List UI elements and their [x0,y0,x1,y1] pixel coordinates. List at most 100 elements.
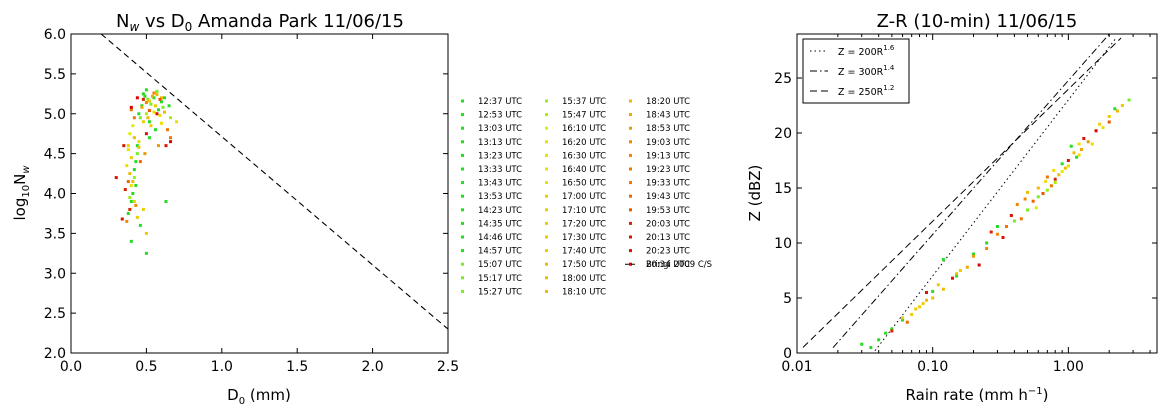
legend-marker [629,99,632,103]
data-point [989,230,993,234]
x-tick-label: 0.0 [60,359,82,375]
data-point [155,89,159,93]
data-point [901,318,905,322]
data-point [134,184,138,188]
legend-label: 20:03 UTC [646,219,690,229]
data-point [150,94,154,98]
z-r-relation-line [802,37,1122,348]
data-point [141,97,145,101]
data-point [140,104,144,108]
data-point [164,144,168,148]
data-point [152,96,156,100]
data-point [128,132,132,136]
legend-marker [461,167,464,171]
data-point [169,140,173,144]
data-point [134,203,138,207]
legend-marker [545,126,548,130]
y-tick-label: 20 [774,126,792,142]
data-point [147,109,151,113]
data-point [951,276,955,280]
y-tick-label: 15 [774,181,792,197]
legend-marker [545,208,548,212]
legend-label: 13:03 UTC [478,124,522,134]
z-r-x-axis-label: Rain rate (mm h−1) [906,386,1049,404]
data-point [144,231,148,235]
data-point [149,102,153,106]
data-point [1053,177,1057,181]
legend-marker [461,140,464,144]
data-point [941,258,945,261]
data-point [152,91,156,95]
data-point [1077,142,1081,146]
data-point [138,160,142,164]
data-point [921,302,925,305]
legend-label: 13:13 UTC [478,138,522,148]
legend-label: 20:23 UTC [646,247,690,257]
bringi-line [100,33,449,330]
data-point [972,254,976,258]
y-tick-label: 4.5 [44,147,66,163]
x-tick-label: 2.0 [361,359,383,375]
nw-d0-y-axis-label: log10Nw [11,165,32,221]
time-legend: 12:37 UTC 12:53 UTC 13:03 UTC 13:13 UTC 13:2… [461,97,712,297]
data-point [931,289,935,293]
data-point [869,346,873,349]
data-point [1041,192,1045,195]
data-point [1101,126,1105,129]
legend-label: 12:53 UTC [478,111,522,121]
data-point [146,116,150,120]
y-tick-label: 5.5 [44,67,66,83]
z-r-legend: Z = 200R1.6 Z = 300R1.4 Z = 250R1.2 [802,38,910,104]
data-point [156,144,160,148]
data-point [129,199,133,203]
data-point [1060,170,1064,173]
data-point [135,144,139,148]
legend-marker [629,208,632,212]
data-point [125,219,129,223]
legend-label: 16:50 UTC [562,179,606,189]
legend-marker [629,140,632,144]
legend-marker [629,194,632,198]
data-point [972,252,976,256]
data-point [1005,225,1009,228]
data-point [147,120,151,124]
data-point [1098,122,1102,126]
y-tick-label: 2.5 [44,306,66,322]
data-point [143,94,147,98]
y-tick-label: 4.0 [44,187,66,203]
data-point [159,96,163,100]
legend-label: 15:07 UTC [478,260,522,270]
z-r-relation-line [874,39,1116,352]
data-point [931,296,935,300]
data-point [169,136,173,140]
legend-marker [545,181,548,185]
data-point [985,241,989,245]
data-point [140,105,144,109]
data-point [138,223,142,227]
legend-label: 17:40 UTC [562,247,606,257]
data-point [890,327,894,331]
data-point [965,265,969,269]
data-point [890,329,894,333]
nw-d0-points [114,88,179,255]
data-point [1066,159,1070,162]
data-point [129,156,133,160]
x-tick-label: 0.5 [135,359,157,375]
legend-label: 14:35 UTC [478,219,522,229]
x-tick-label: 0.01 [781,359,812,375]
data-point [147,136,151,140]
data-point [1019,217,1023,221]
z-r-relation-lines [802,34,1122,352]
legend-marker [461,194,464,198]
legend-label: 18:20 UTC [646,97,690,107]
legend-label: 19:33 UTC [646,179,690,189]
legend-label: 17:10 UTC [562,206,606,216]
y-tick-label: 5.0 [44,107,66,123]
data-point [146,97,150,101]
legend-marker [629,235,632,239]
data-point [135,96,139,100]
legend-label: 17:50 UTC [562,260,606,270]
legend-label: 18:10 UTC [562,287,606,297]
x-tick-label: 0.10 [917,359,948,375]
data-point [1031,199,1035,203]
